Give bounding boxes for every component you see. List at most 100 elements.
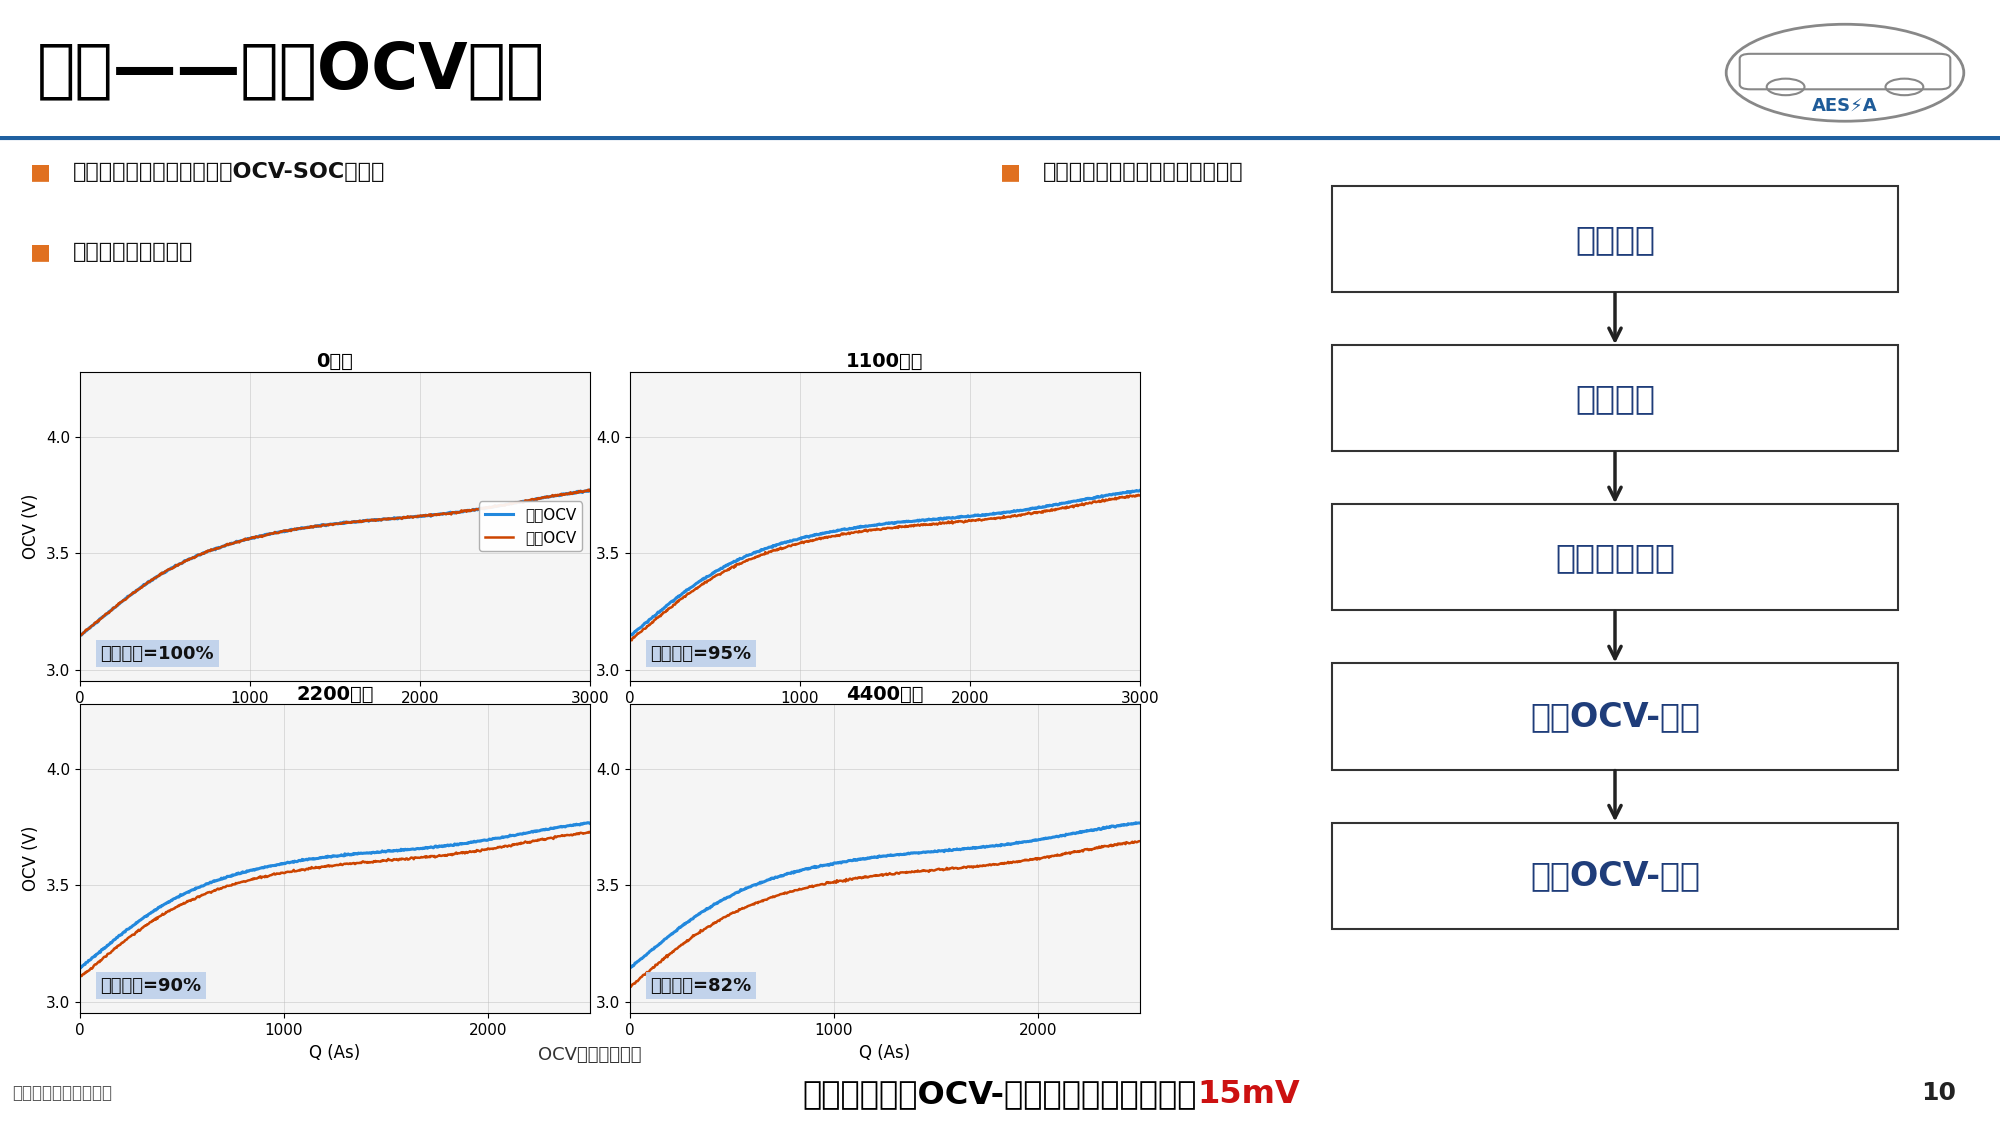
X-axis label: Q (As): Q (As) bbox=[310, 1044, 360, 1062]
Text: 电极老化参数: 电极老化参数 bbox=[1556, 540, 1676, 574]
测得OCV bbox=[918, 512, 942, 526]
X-axis label: Q (As): Q (As) bbox=[860, 1044, 910, 1062]
Text: 《电工技术学报》发布: 《电工技术学报》发布 bbox=[12, 1084, 112, 1102]
估计OCV bbox=[1002, 856, 1026, 869]
Line: 测得OCV: 测得OCV bbox=[80, 823, 590, 968]
Text: 15mV: 15mV bbox=[1198, 1079, 1300, 1110]
测得OCV bbox=[958, 841, 982, 855]
Text: 容量保持=100%: 容量保持=100% bbox=[100, 645, 214, 662]
估计OCV bbox=[850, 525, 874, 538]
测得OCV bbox=[1128, 483, 1152, 497]
FancyBboxPatch shape bbox=[1332, 663, 1898, 769]
测得OCV bbox=[200, 544, 224, 557]
测得OCV bbox=[158, 894, 182, 908]
Line: 估计OCV: 估计OCV bbox=[80, 490, 590, 635]
测得OCV bbox=[918, 846, 942, 859]
Title: 4400循环: 4400循环 bbox=[846, 685, 924, 704]
测得OCV bbox=[68, 628, 92, 642]
测得OCV bbox=[618, 628, 642, 642]
Text: ■: ■ bbox=[30, 162, 50, 182]
估计OCV bbox=[298, 519, 322, 533]
估计OCV bbox=[850, 872, 874, 885]
Title: 1100循环: 1100循环 bbox=[846, 352, 924, 372]
测得OCV bbox=[368, 513, 392, 527]
测得OCV bbox=[68, 962, 92, 975]
Text: 容量保持=82%: 容量保持=82% bbox=[650, 977, 752, 995]
测得OCV bbox=[1124, 816, 1148, 830]
Title: 2200循环: 2200循环 bbox=[296, 685, 374, 704]
估计OCV bbox=[1126, 489, 1150, 502]
估计OCV bbox=[960, 860, 984, 874]
Text: ■: ■ bbox=[1000, 162, 1020, 182]
FancyBboxPatch shape bbox=[1332, 186, 1898, 293]
估计OCV bbox=[750, 894, 774, 908]
估计OCV bbox=[618, 980, 642, 993]
估计OCV bbox=[710, 566, 734, 580]
估计OCV bbox=[576, 483, 600, 497]
估计OCV bbox=[1002, 508, 1026, 521]
测得OCV bbox=[452, 504, 476, 518]
Text: 全生命周期内OCV-电量曲线重构误差小于: 全生命周期内OCV-电量曲线重构误差小于 bbox=[802, 1079, 1198, 1110]
测得OCV bbox=[298, 520, 322, 534]
估计OCV bbox=[750, 548, 774, 562]
测得OCV bbox=[368, 846, 392, 859]
Text: AES⚡A: AES⚡A bbox=[1812, 97, 1878, 115]
估计OCV bbox=[158, 562, 182, 575]
测得OCV bbox=[848, 519, 872, 533]
测得OCV bbox=[578, 483, 602, 497]
Y-axis label: OCV (V): OCV (V) bbox=[22, 493, 40, 560]
测得OCV bbox=[578, 816, 602, 830]
估计OCV bbox=[452, 504, 476, 518]
Text: ■: ■ bbox=[30, 242, 50, 262]
测得OCV bbox=[200, 876, 224, 890]
FancyBboxPatch shape bbox=[1332, 346, 1898, 452]
Line: 估计OCV: 估计OCV bbox=[630, 841, 1140, 986]
Legend: 测得OCV, 估计OCV: 测得OCV, 估计OCV bbox=[480, 501, 582, 552]
估计OCV bbox=[158, 903, 182, 917]
Title: 0循环: 0循环 bbox=[316, 352, 354, 372]
估计OCV bbox=[960, 515, 984, 528]
估计OCV bbox=[68, 969, 92, 983]
估计OCV bbox=[200, 543, 224, 556]
Y-axis label: OCV (V): OCV (V) bbox=[22, 825, 40, 892]
测得OCV bbox=[848, 852, 872, 866]
Line: 测得OCV: 测得OCV bbox=[630, 823, 1140, 968]
测得OCV bbox=[750, 543, 774, 556]
估计OCV bbox=[408, 509, 432, 522]
Line: 测得OCV: 测得OCV bbox=[630, 490, 1140, 635]
估计OCV bbox=[618, 633, 642, 646]
估计OCV bbox=[68, 628, 92, 642]
估计OCV bbox=[368, 513, 392, 527]
Line: 估计OCV: 估计OCV bbox=[630, 495, 1140, 641]
测得OCV bbox=[158, 562, 182, 575]
Text: 容量保持=90%: 容量保持=90% bbox=[100, 977, 202, 995]
Text: 容量保持=95%: 容量保持=95% bbox=[650, 645, 752, 662]
Text: OCV曲线重构结果: OCV曲线重构结果 bbox=[538, 1046, 642, 1064]
估计OCV bbox=[920, 864, 944, 877]
测得OCV bbox=[1002, 837, 1026, 850]
测得OCV bbox=[708, 894, 732, 908]
估计OCV bbox=[368, 855, 392, 868]
Text: 电池OCV-电量: 电池OCV-电量 bbox=[1530, 859, 1700, 892]
测得OCV bbox=[958, 509, 982, 522]
估计OCV bbox=[452, 846, 476, 859]
测得OCV bbox=[708, 562, 732, 575]
估计OCV bbox=[710, 912, 734, 926]
Text: 电极OCV-电量: 电极OCV-电量 bbox=[1530, 700, 1700, 733]
测得OCV bbox=[298, 852, 322, 866]
测得OCV bbox=[750, 876, 774, 890]
估计OCV bbox=[578, 825, 602, 839]
估计OCV bbox=[298, 863, 322, 876]
测得OCV bbox=[408, 841, 432, 855]
估计OCV bbox=[618, 980, 642, 993]
测得OCV bbox=[1002, 503, 1026, 517]
测得OCV bbox=[576, 816, 600, 830]
测得OCV bbox=[452, 837, 476, 850]
Text: 无需电池模型，不依赖参数辨识；: 无需电池模型，不依赖参数辨识； bbox=[1042, 162, 1244, 182]
FancyBboxPatch shape bbox=[1332, 504, 1898, 610]
Text: 10: 10 bbox=[1920, 1081, 1956, 1106]
估计OCV bbox=[1128, 834, 1152, 848]
测得OCV bbox=[408, 509, 432, 522]
Text: 充电工况普遍易得；: 充电工况普遍易得； bbox=[72, 242, 192, 262]
Text: 由电极老化参数重构全电池OCV-SOC曲线；: 由电极老化参数重构全电池OCV-SOC曲线； bbox=[72, 162, 384, 182]
